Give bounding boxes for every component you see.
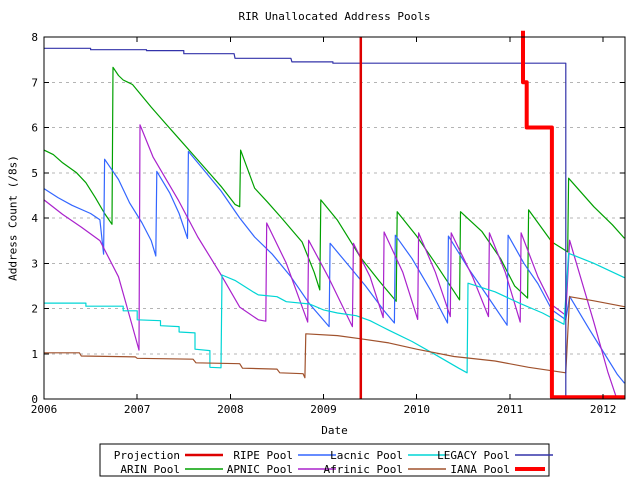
x-tick-label-2006: 2006 [31,403,58,416]
series-line-lacnic-pool [44,252,625,374]
y-tick-label-0: 0 [31,393,38,406]
legend-label-arin-pool: ARIN Pool [120,463,180,476]
x-tick-label-2011: 2011 [497,403,524,416]
legend-label-ripe-pool: RIPE Pool [233,449,293,462]
x-tick-label-2008: 2008 [217,403,244,416]
legend-label-apnic-pool: APNIC Pool [227,463,293,476]
series-line-iana-pool [521,30,625,400]
x-tick-label-2010: 2010 [403,403,430,416]
y-tick-label-8: 8 [31,31,38,44]
chart-title: RIR Unallocated Address Pools [238,10,431,23]
legend-label-legacy-pool: LEGACY Pool [437,449,510,462]
x-tick-label-2007: 2007 [124,403,151,416]
series-line-arin-pool [43,66,625,302]
x-tick-label-2009: 2009 [310,403,337,416]
legend-label-iana-pool: IANA Pool [450,463,510,476]
legend-label-projection: Projection [114,449,180,462]
x-axis-label: Date [321,424,348,437]
legend-label-lacnic-pool: Lacnic Pool [330,449,403,462]
y-tick-label-4: 4 [31,212,38,225]
x-tick-label-2012: 2012 [590,403,617,416]
y-tick-label-6: 6 [31,122,38,135]
series-line-afrinic-pool [44,296,625,379]
y-tick-label-5: 5 [31,167,38,180]
y-tick-label-3: 3 [31,257,38,270]
legend-label-afrinic-pool: Afrinic Pool [324,463,403,476]
y-tick-label-7: 7 [31,76,38,89]
y-tick-label-1: 1 [31,348,38,361]
y-tick-label-2: 2 [31,303,38,316]
series-line-legacy-pool [44,47,567,399]
series-line-ripe-pool [43,150,625,384]
legend-box [99,443,550,477]
